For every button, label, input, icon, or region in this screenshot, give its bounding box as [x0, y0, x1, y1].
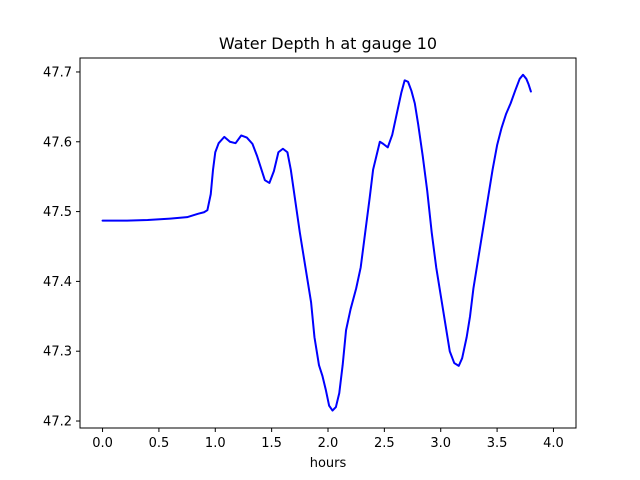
- series-line: [101, 73, 532, 412]
- x-tick-label: 0.0: [92, 436, 113, 451]
- x-tick-label: 4.0: [543, 436, 564, 451]
- x-tick-label: 3.5: [487, 436, 508, 451]
- x-tick-label: 2.5: [374, 436, 395, 451]
- y-tick-label: 47.4: [43, 275, 72, 290]
- x-tick-label: 2.0: [318, 436, 339, 451]
- x-axis-label: hours: [310, 456, 347, 471]
- series-layer: [101, 73, 532, 412]
- plot-frame: [79, 57, 577, 429]
- y-tick-label: 47.5: [43, 205, 72, 220]
- y-tick-label: 47.6: [43, 135, 72, 150]
- chart-title: Water Depth h at gauge 10: [219, 34, 437, 53]
- x-tick-label: 3.0: [430, 436, 451, 451]
- x-tick-label: 1.0: [205, 436, 226, 451]
- x-tick-label: 0.5: [149, 436, 170, 451]
- plot-area: [80, 58, 576, 428]
- y-tick-label: 47.2: [43, 415, 72, 430]
- y-tick-label: 47.3: [43, 345, 72, 360]
- y-tick-label: 47.7: [43, 65, 72, 80]
- ticks-layer: 0.0 0.5 1.0 1.5 2.0 2.5 3.0 3.5 4.0 47.2 47.3 47.4 4…: [43, 65, 564, 451]
- x-tick-label: 1.5: [261, 436, 282, 451]
